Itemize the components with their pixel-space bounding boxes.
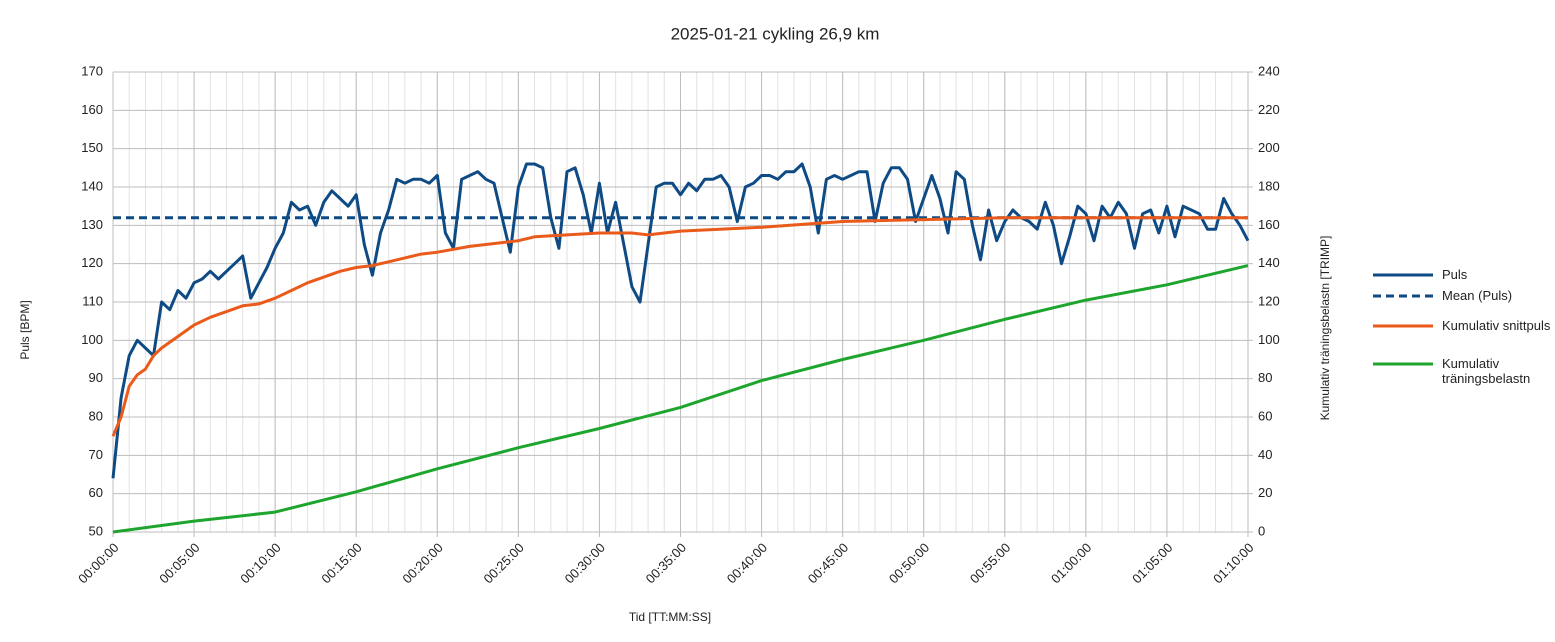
x-tick-label: 00:45:00 (805, 540, 851, 586)
legend-label: Puls (1442, 267, 1468, 282)
y2-tick-label: 160 (1258, 217, 1280, 232)
legend-label: Mean (Puls) (1442, 288, 1513, 303)
x-tick-label: 01:05:00 (1129, 540, 1175, 586)
x-tick-label: 01:10:00 (1210, 540, 1256, 586)
y-tick-label: 170 (81, 63, 103, 78)
y2-tick-label: 20 (1258, 485, 1272, 500)
y-tick-label: 80 (89, 408, 103, 423)
y2-tick-label: 240 (1258, 63, 1280, 78)
legend-label: Kumulativ snittpuls (1442, 318, 1551, 333)
x-tick-label: 00:05:00 (156, 540, 202, 586)
x-axis-label: Tid [TT:MM:SS] (629, 610, 711, 624)
y2-tick-label: 100 (1258, 332, 1280, 347)
x-tick-label: 00:10:00 (237, 540, 283, 586)
y2-tick-label: 180 (1258, 178, 1280, 193)
x-tick-label: 00:35:00 (643, 540, 689, 586)
x-tick-label: 00:30:00 (562, 540, 608, 586)
chart-title: 2025-01-21 cykling 26,9 km (671, 24, 880, 43)
x-tick-label: 01:00:00 (1048, 540, 1094, 586)
y-tick-label: 100 (81, 332, 103, 347)
x-tick-label: 00:55:00 (967, 540, 1013, 586)
y-tick-label: 160 (81, 102, 103, 117)
series-line (111, 162, 1250, 479)
y2-axis-label: Kumulativ träningsbelastn [TRIMP] (1318, 236, 1332, 421)
y2-tick-label: 80 (1258, 370, 1272, 385)
x-tick-label: 00:50:00 (886, 540, 932, 586)
y-tick-label: 50 (89, 523, 103, 538)
y-tick-label: 110 (82, 293, 103, 308)
y2-tick-label: 220 (1258, 102, 1280, 117)
y2-tick-label: 140 (1258, 255, 1280, 270)
y2-tick-label: 40 (1258, 447, 1272, 462)
x-tick-label: 00:25:00 (481, 540, 527, 586)
legend-label: Kumulativ träningsbelastn (1442, 356, 1531, 386)
y2-tick-label: 0 (1258, 523, 1265, 538)
y-tick-label: 70 (89, 447, 103, 462)
x-tick-label: 00:15:00 (318, 540, 364, 586)
y-axis-label: Puls [BPM] (18, 300, 32, 359)
y2-tick-label: 200 (1258, 140, 1280, 155)
y-tick-label: 60 (89, 485, 103, 500)
series-line (112, 264, 1249, 534)
x-tick-label: 00:20:00 (399, 540, 445, 586)
y-tick-label: 150 (81, 140, 103, 155)
x-tick-label: 00:40:00 (724, 540, 770, 586)
y-tick-label: 120 (81, 255, 103, 270)
y-tick-label: 130 (81, 217, 103, 232)
series-line (111, 216, 1248, 437)
y2-tick-label: 60 (1258, 408, 1272, 423)
x-tick-label: 00:00:00 (75, 540, 121, 586)
y2-tick-label: 120 (1258, 293, 1280, 308)
y-tick-label: 90 (89, 370, 103, 385)
y-tick-label: 140 (81, 178, 103, 193)
